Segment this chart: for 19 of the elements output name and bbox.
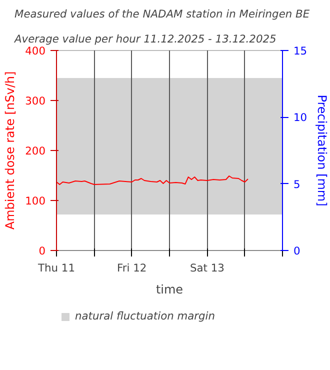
y2-tick-label: 0 <box>294 244 300 258</box>
chart-title: Measured values of the NADAM station in Meiringen BE <box>14 8 310 20</box>
y2-axis-title: Precipitation [mm] <box>315 94 330 206</box>
y2-tick-label: 15 <box>294 44 308 58</box>
x-tick-label: Sat 13 <box>190 262 224 274</box>
y-tick-label: 0 <box>38 244 46 258</box>
y-tick-label: 400 <box>25 44 46 58</box>
y2-tick-label: 5 <box>294 178 300 191</box>
y-tick-label: 100 <box>25 194 46 208</box>
y-axis-title: Ambient dose rate [nSv/h] <box>3 71 18 230</box>
legend-label: natural fluctuation margin <box>75 310 216 322</box>
x-tick-label: Thu 11 <box>37 262 75 274</box>
line-series <box>56 176 248 185</box>
y2-tick-label: 10 <box>294 111 308 124</box>
y-tick-label: 300 <box>25 94 46 108</box>
x-axis-title: time <box>156 282 184 296</box>
y-tick-label: 200 <box>25 144 46 158</box>
x-tick-label: Fri 12 <box>117 262 147 274</box>
chart-subtitle: Average value per hour 11.12.2025 - 13.12.2025 <box>14 32 277 46</box>
